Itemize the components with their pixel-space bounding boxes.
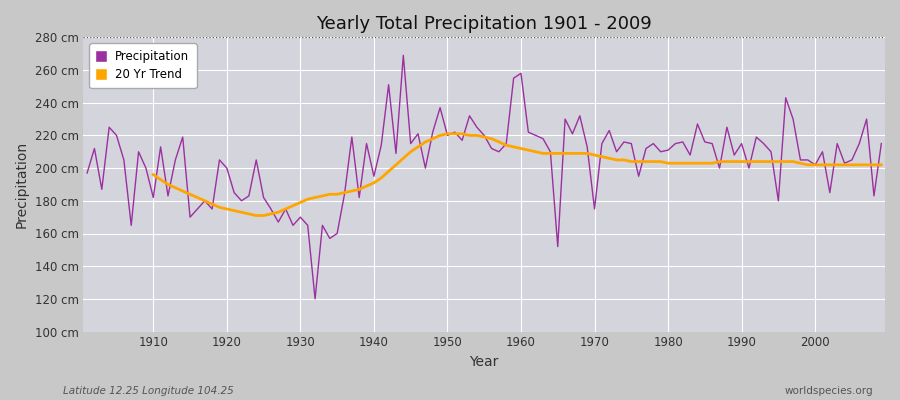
- X-axis label: Year: Year: [470, 355, 499, 369]
- Title: Yearly Total Precipitation 1901 - 2009: Yearly Total Precipitation 1901 - 2009: [316, 15, 652, 33]
- Text: Latitude 12.25 Longitude 104.25: Latitude 12.25 Longitude 104.25: [63, 386, 234, 396]
- Text: worldspecies.org: worldspecies.org: [785, 386, 873, 396]
- Y-axis label: Precipitation: Precipitation: [15, 141, 29, 228]
- Legend: Precipitation, 20 Yr Trend: Precipitation, 20 Yr Trend: [89, 43, 196, 88]
